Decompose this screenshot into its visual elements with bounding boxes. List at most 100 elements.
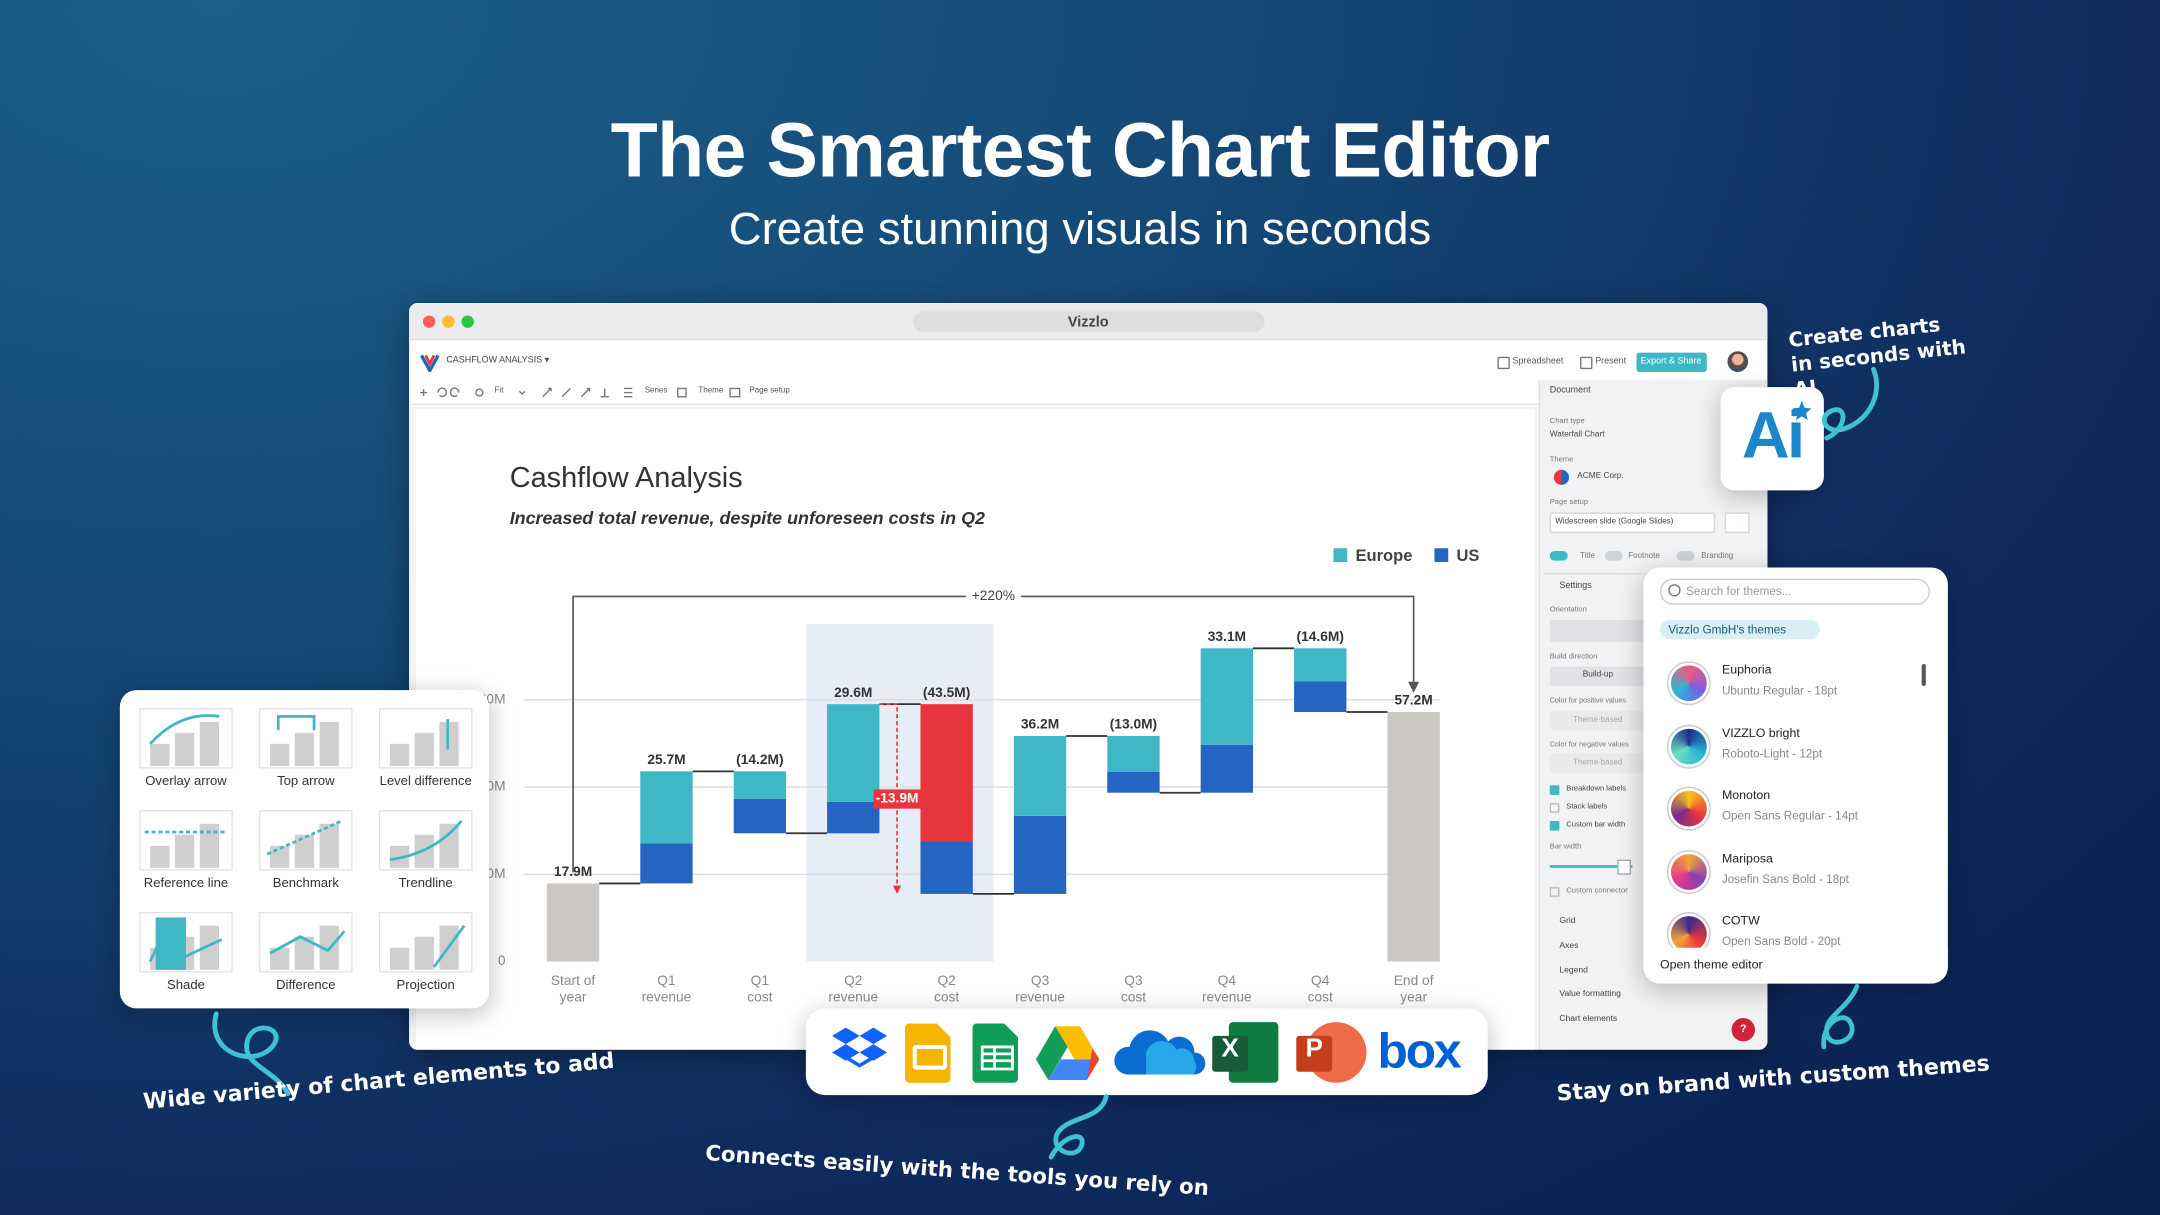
bar-segment [640, 843, 693, 884]
element-icon [139, 708, 233, 769]
chart-element[interactable]: Level difference [378, 708, 473, 793]
theme-swatch[interactable] [1553, 469, 1570, 485]
excel-icon[interactable] [1212, 1022, 1279, 1083]
checkbox[interactable] [1549, 887, 1560, 897]
button-label[interactable]: Build-up [1582, 671, 1614, 680]
slider-thumb[interactable] [1617, 859, 1632, 875]
section-header[interactable]: Chart elements [1559, 1014, 1618, 1024]
icon[interactable] [437, 387, 447, 398]
theme-item[interactable]: Mariposa Josefin Sans Bold - 18pt [1660, 848, 1916, 895]
page-setup-select[interactable] [1549, 512, 1716, 534]
dropbox-icon[interactable] [832, 1027, 888, 1068]
checkbox-label[interactable]: Custom connector [1566, 886, 1628, 895]
toggle-label: Branding [1701, 551, 1734, 560]
toggle[interactable] [1676, 551, 1695, 561]
select-value[interactable]: Theme-based [1573, 715, 1623, 724]
theme-font: Ubuntu Regular - 18pt [1721, 683, 1838, 698]
chart-element[interactable]: Projection [378, 911, 473, 997]
toolbar-label[interactable]: Series [644, 386, 668, 395]
icon[interactable] [518, 390, 526, 395]
section-header[interactable]: Grid [1559, 916, 1576, 927]
toolbar-label[interactable]: Page setup [749, 386, 790, 395]
avatar[interactable] [1727, 351, 1749, 372]
icon[interactable] [420, 389, 428, 397]
zoom-dot[interactable] [461, 315, 474, 328]
color-select[interactable] [1549, 753, 1647, 773]
icon[interactable] [729, 387, 741, 398]
chart-element[interactable]: Reference line [139, 809, 233, 895]
search-icon [1668, 584, 1681, 597]
build-button[interactable] [1549, 666, 1647, 687]
action-label[interactable]: Spreadsheet [1512, 356, 1564, 367]
icon[interactable] [600, 388, 609, 398]
icon-bar [389, 743, 410, 766]
action-label[interactable]: Export & Share [1640, 356, 1702, 367]
checkbox-label[interactable]: Breakdown labels [1566, 784, 1627, 794]
chart-element[interactable]: Benchmark [258, 809, 353, 895]
onedrive-icon[interactable] [1114, 1030, 1206, 1075]
close-dot[interactable] [422, 315, 436, 328]
ai-badge[interactable]: Ai [1720, 387, 1824, 491]
toggle[interactable] [1604, 551, 1623, 561]
action-icon[interactable] [1497, 356, 1510, 370]
chart-element[interactable]: Top arrow [258, 708, 353, 793]
toggle[interactable] [1549, 551, 1568, 561]
help-label[interactable]: ? [1739, 1022, 1747, 1035]
select-value[interactable]: Widescreen slide (Google Slides) [1555, 517, 1674, 526]
section-header[interactable]: Axes [1559, 941, 1579, 951]
theme-swatch [1668, 662, 1710, 704]
scrollbar[interactable] [1921, 663, 1926, 687]
icon[interactable] [677, 387, 687, 398]
box-logo[interactable]: box [1377, 1022, 1462, 1079]
chart-subtitle: Increased total revenue, despite unfores… [510, 508, 985, 528]
action-icon[interactable] [1580, 356, 1593, 370]
theme-search[interactable] [1659, 578, 1930, 605]
toolbar-label[interactable]: Theme [698, 386, 724, 395]
chart-element[interactable]: Difference [258, 911, 353, 997]
icon[interactable] [542, 387, 552, 398]
element-icon [258, 809, 353, 871]
select-value[interactable]: Theme-based [1573, 758, 1623, 767]
theme-item[interactable]: Monoton Open Sans Regular - 14pt [1660, 785, 1916, 832]
slider-track[interactable] [1549, 865, 1633, 868]
section-header[interactable]: Legend [1559, 966, 1588, 976]
toolbar-label[interactable]: Fit [494, 386, 504, 395]
orientation-button[interactable] [1549, 619, 1647, 642]
field-value[interactable]: ACME Corp. [1577, 473, 1624, 482]
chart-element-label: Level difference [379, 774, 472, 790]
action-label[interactable]: Present [1595, 356, 1627, 367]
open-theme-editor[interactable]: Open theme editor [1659, 957, 1763, 972]
drive-icon[interactable] [1035, 1026, 1100, 1080]
theme-group-chip[interactable] [1659, 619, 1820, 640]
powerpoint-icon[interactable] [1296, 1022, 1367, 1083]
icon-bar [174, 834, 195, 868]
theme-item[interactable]: COTW Open Sans Bold - 20pt [1660, 911, 1916, 958]
checkbox-label[interactable]: Stack labels [1566, 802, 1608, 811]
checkbox[interactable] [1549, 784, 1560, 795]
icon[interactable] [561, 387, 571, 398]
slides-icon[interactable] [905, 1023, 951, 1083]
help-button[interactable] [1731, 1018, 1755, 1042]
color-select[interactable] [1549, 710, 1647, 731]
icon[interactable] [475, 388, 484, 397]
toggle-label: Footnote [1628, 551, 1660, 560]
theme-item[interactable]: Euphoria Ubuntu Regular - 18pt [1660, 660, 1916, 707]
icon-bar [294, 834, 315, 868]
checkbox[interactable] [1549, 802, 1560, 813]
minimize-dot[interactable] [442, 315, 455, 328]
icon[interactable] [580, 387, 591, 398]
checkbox-label[interactable]: Custom bar width [1566, 820, 1626, 829]
document-name[interactable]: CASHFLOW ANALYSIS ▾ [446, 355, 550, 366]
export-button[interactable] [1636, 352, 1707, 372]
icon[interactable] [449, 387, 460, 398]
page-setup-icon[interactable] [1724, 512, 1750, 534]
squiggle-group [212, 366, 1880, 1160]
chart-element[interactable]: Trendline [378, 809, 473, 895]
section-header[interactable]: Value formatting [1559, 989, 1621, 1000]
chart-element[interactable]: Overlay arrow [139, 708, 233, 793]
chart-element[interactable]: Shade [139, 911, 233, 997]
theme-item[interactable]: VIZZLO bright Roboto-Light - 12pt [1660, 723, 1916, 770]
sheets-icon[interactable] [972, 1023, 1019, 1083]
icon[interactable] [624, 387, 633, 398]
checkbox[interactable] [1549, 820, 1560, 830]
